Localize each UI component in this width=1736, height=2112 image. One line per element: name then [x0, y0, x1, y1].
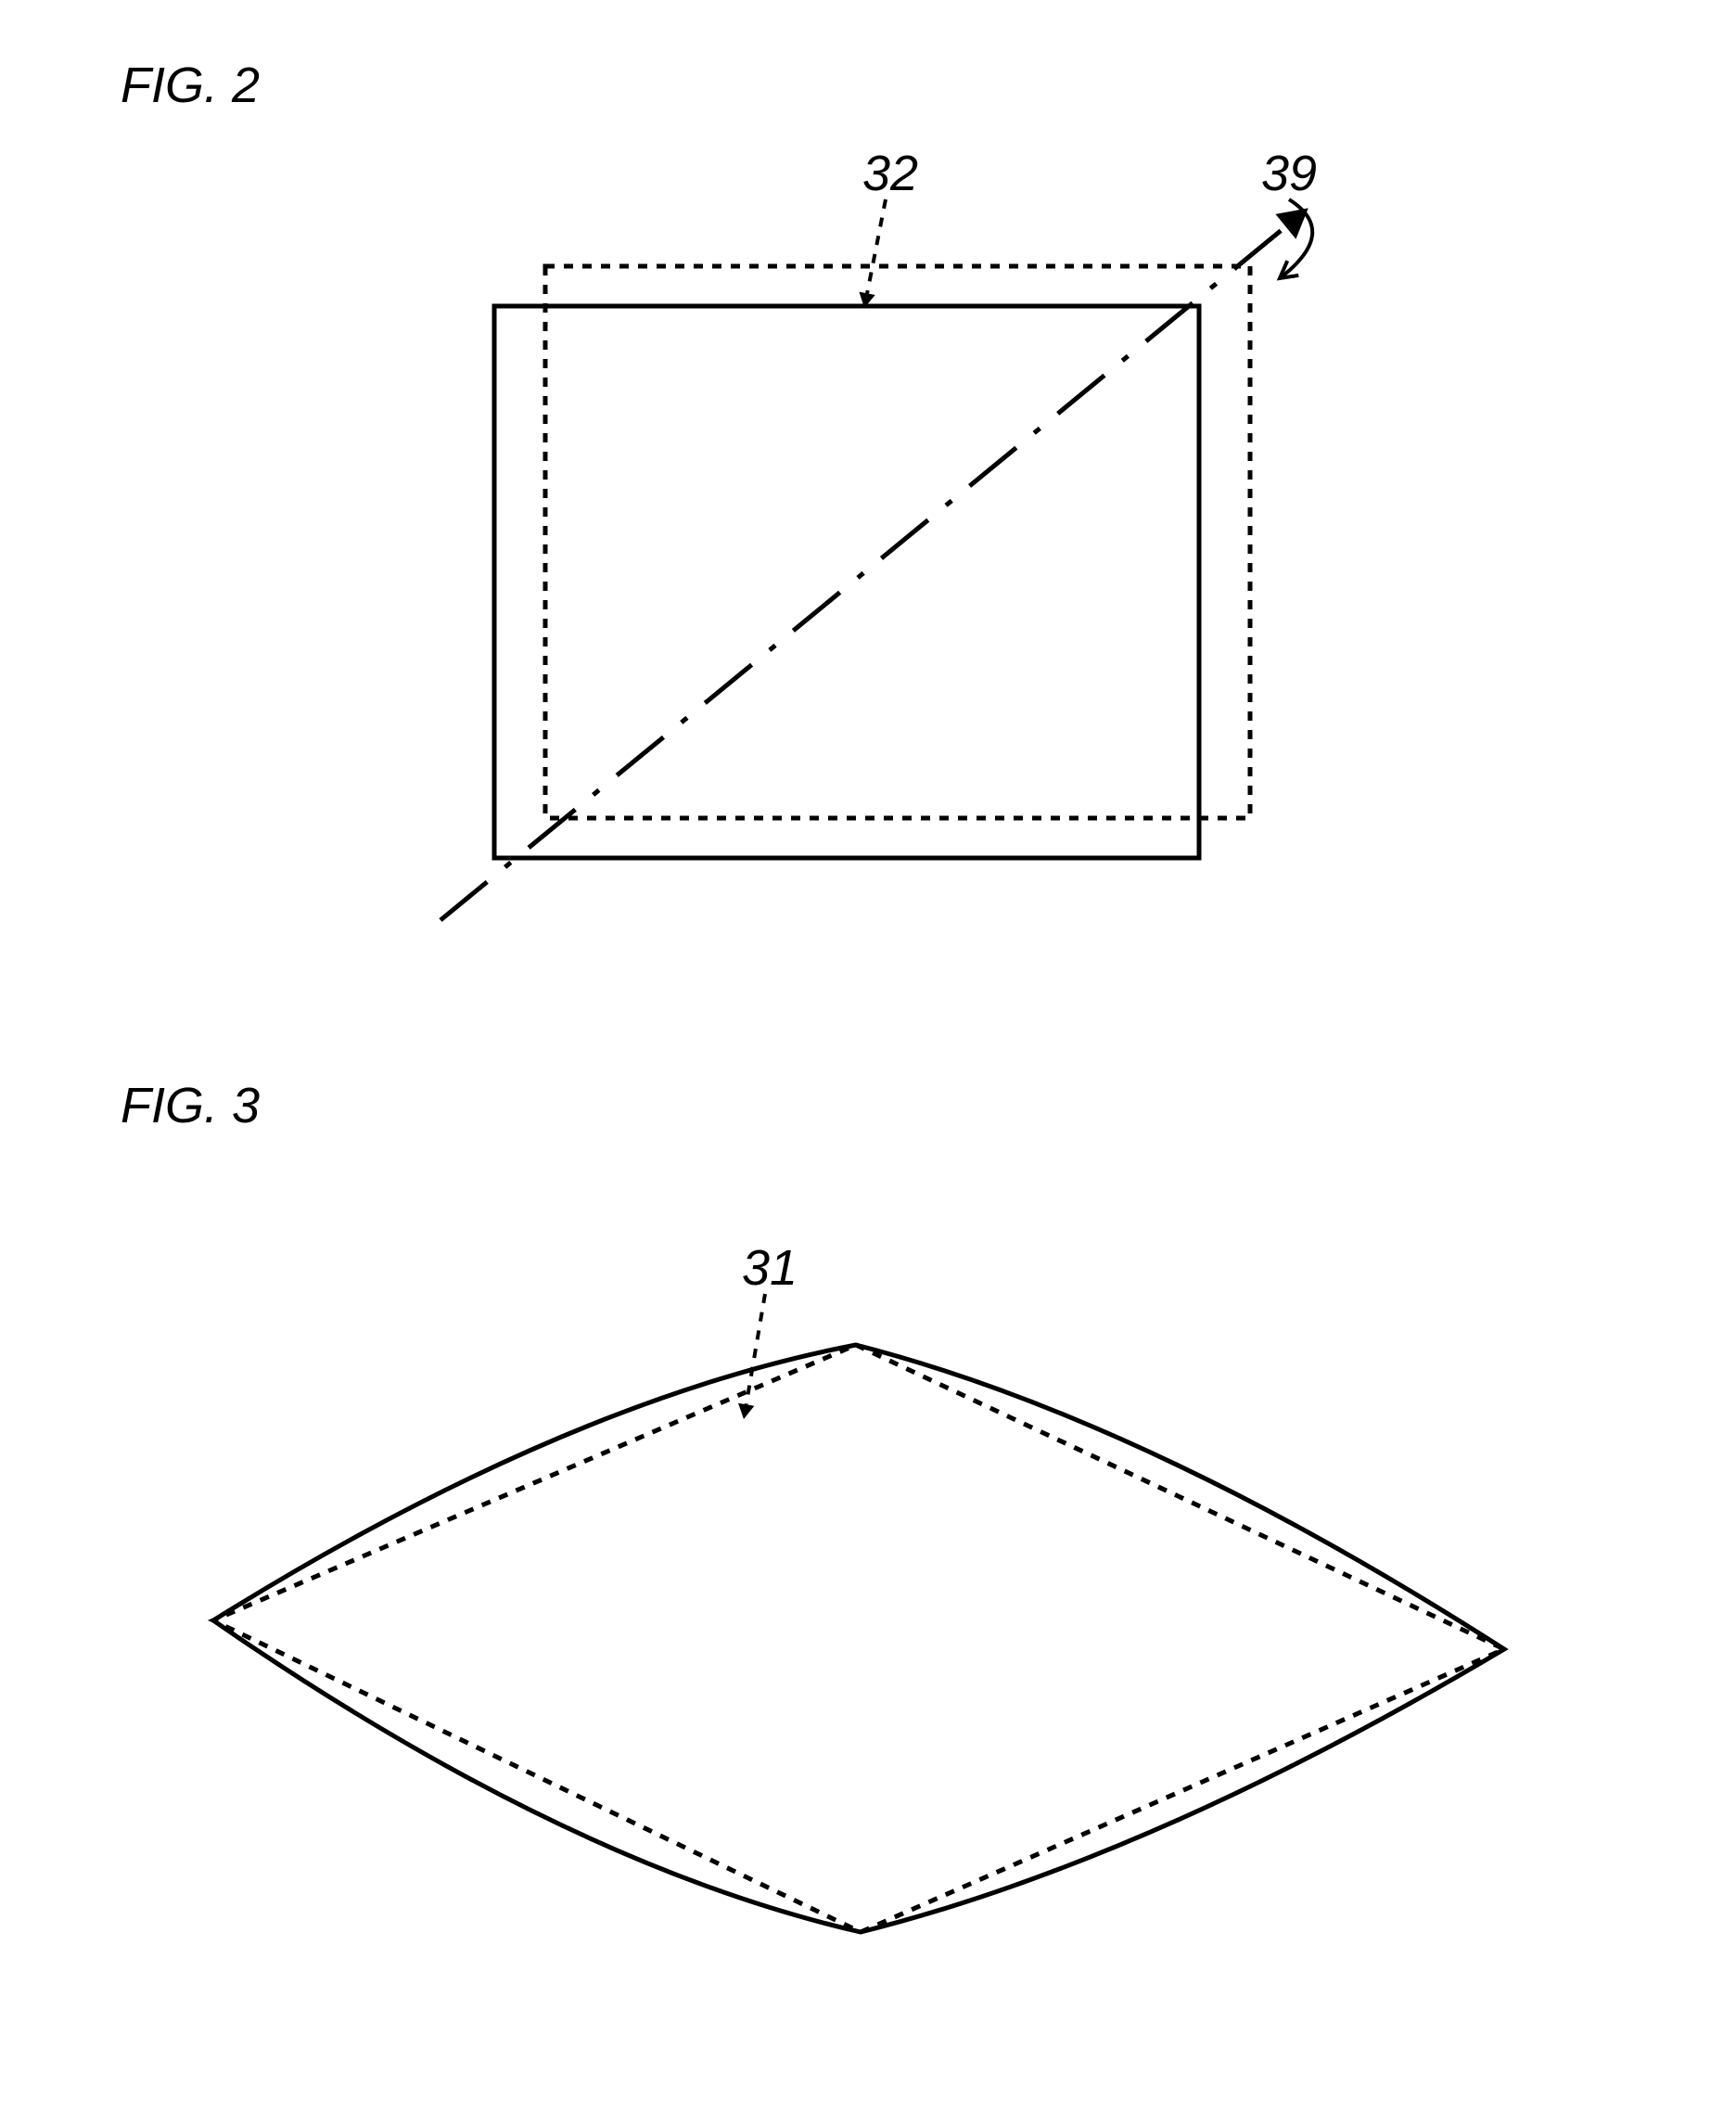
fig2-solid-rect	[494, 306, 1199, 858]
label-39: 39	[1261, 146, 1317, 201]
label-32-leader	[864, 199, 886, 308]
fig3-solid-pincushion	[213, 1345, 1504, 1932]
fig3-title: FIG. 3	[121, 1078, 260, 1133]
fig3-dashed-rhombus	[213, 1345, 1504, 1932]
label-31-leader	[744, 1294, 765, 1419]
fig2-diagonal-arrow	[440, 209, 1308, 920]
label-31-leader-arrowhead	[738, 1403, 754, 1419]
label-31: 31	[742, 1240, 798, 1296]
fig2-title: FIG. 2	[121, 58, 260, 113]
label-32: 32	[862, 146, 918, 201]
